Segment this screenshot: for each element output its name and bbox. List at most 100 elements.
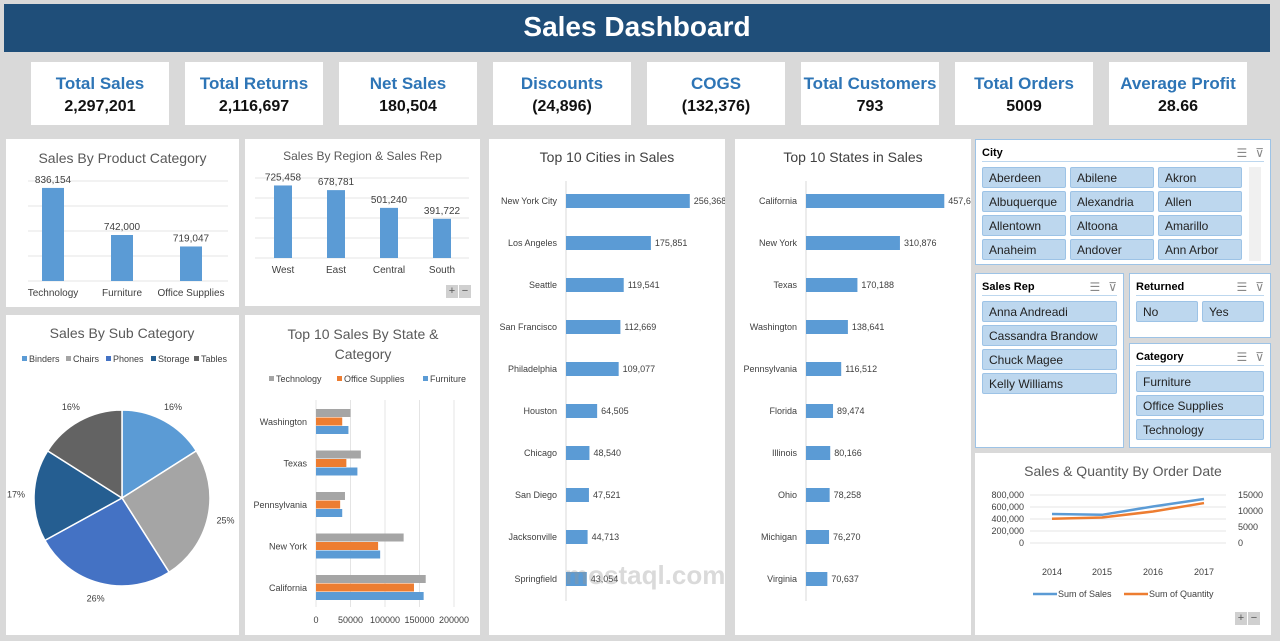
y-tick-label-right: 0	[1238, 538, 1243, 548]
collapse-button[interactable]: −	[1248, 612, 1260, 625]
slicer-item[interactable]: Amarillo	[1158, 215, 1242, 236]
x-tick-label: 50000	[338, 615, 363, 625]
slicer-item[interactable]: Ann Arbor	[1158, 239, 1242, 260]
slicer-actions: ☰ ⊽	[1228, 278, 1264, 296]
data-label: 719,047	[173, 233, 210, 244]
slicer-item[interactable]: Technology	[1136, 419, 1264, 440]
kpi-value: 2,116,697	[218, 98, 290, 115]
legend-label: Binders	[29, 354, 60, 364]
kpi-label: Total Returns	[199, 74, 309, 93]
kpi-card: Total Customers 793	[801, 62, 939, 125]
slicer-item[interactable]: Yes	[1202, 301, 1264, 322]
category-label: California	[269, 583, 307, 593]
slicer-item[interactable]: Furniture	[1136, 371, 1264, 392]
bar	[806, 320, 848, 334]
legend-swatch	[106, 356, 111, 361]
legend-swatch	[66, 356, 71, 361]
slicer-item[interactable]: Anna Andreadi	[982, 301, 1117, 322]
bar	[566, 404, 598, 418]
data-label: 501,240	[371, 195, 408, 206]
chart-top10-state-category: Top 10 Sales By State & Category Technolog…	[245, 315, 480, 635]
clear-filter-icon[interactable]: ⊽	[1255, 349, 1264, 364]
expand-button[interactable]: +	[1235, 612, 1247, 625]
chart-title: Top 10 Sales By State &	[288, 326, 440, 342]
data-label: 44,713	[592, 532, 620, 542]
bar	[566, 320, 621, 334]
category-label: Illinois	[772, 448, 798, 458]
bar	[111, 235, 133, 281]
collapse-button[interactable]: −	[459, 285, 471, 298]
slicer-item[interactable]: Kelly Williams	[982, 373, 1117, 394]
dashboard-title: Sales Dashboard	[4, 4, 1270, 52]
slicer-item[interactable]: Alexandria	[1070, 191, 1154, 212]
chart-title-line2: Category	[335, 346, 392, 362]
multi-select-icon[interactable]: ☰	[1236, 279, 1248, 294]
x-tick-label: 150000	[404, 615, 434, 625]
pie-slice	[120, 449, 211, 574]
data-label: 170,188	[861, 280, 894, 290]
chart-title: Sales By Region & Sales Rep	[283, 149, 442, 163]
clear-filter-icon[interactable]: ⊽	[1255, 279, 1264, 294]
category-label: New York	[269, 542, 308, 552]
slicer-item[interactable]: Allentown	[982, 215, 1066, 236]
bar	[566, 278, 624, 292]
category-label: Texas	[283, 459, 307, 469]
legend-label: Sum of Sales	[1058, 589, 1112, 599]
category-label: Washington	[260, 417, 307, 427]
bar	[316, 509, 343, 517]
data-label: 678,781	[318, 177, 355, 188]
slicer-item[interactable]: Abilene	[1070, 167, 1154, 188]
bar	[566, 236, 651, 250]
category-label: Los Angeles	[508, 238, 558, 248]
data-label: 16%	[62, 402, 80, 412]
legend-label: Furniture	[430, 374, 466, 384]
bar	[806, 530, 830, 544]
slicer-item[interactable]: Anaheim	[982, 239, 1066, 260]
multi-select-icon[interactable]: ☰	[1236, 349, 1248, 364]
category-label: Pennsylvania	[253, 500, 307, 510]
legend-label: Tables	[201, 354, 228, 364]
category-label: East	[326, 265, 346, 276]
slicer-item[interactable]: Allen	[1158, 191, 1242, 212]
data-label: 256,368	[694, 196, 725, 206]
scrollbar[interactable]	[1249, 167, 1261, 261]
chart-sales-quantity-by-order-date: + − Sales & Quantity By Order Date 0 200,00…	[975, 453, 1271, 635]
bar	[316, 492, 345, 500]
slicer-item[interactable]: Office Supplies	[1136, 395, 1264, 416]
slicer-item[interactable]: Akron	[1158, 167, 1242, 188]
data-label: 16%	[164, 402, 182, 412]
slicer-item[interactable]: Albuquerque	[982, 191, 1066, 212]
expand-button[interactable]: +	[446, 285, 458, 298]
kpi-label: Total Sales	[55, 74, 145, 93]
slicer-actions: ☰ ⊽	[1228, 144, 1264, 162]
kpi-value: 793	[856, 98, 884, 115]
data-label: 175,851	[655, 238, 688, 248]
category-slicer: Category ☰ ⊽ Furniture Office Supplies Techno…	[1129, 343, 1271, 448]
data-label: 742,000	[104, 222, 141, 233]
bar	[433, 218, 451, 258]
bar	[316, 592, 424, 600]
clear-filter-icon[interactable]: ⊽	[1108, 279, 1117, 294]
kpi-value: 28.66	[1157, 98, 1199, 115]
data-label: 47,521	[593, 490, 621, 500]
clear-filter-icon[interactable]: ⊽	[1255, 145, 1264, 160]
slicer-item[interactable]: Cassandra Brandow	[982, 325, 1117, 346]
slicer-item[interactable]: Andover	[1070, 239, 1154, 260]
y-tick-label-left: 200,000	[991, 526, 1024, 536]
slicer-item[interactable]: Altoona	[1070, 215, 1154, 236]
slicer-item[interactable]: Chuck Magee	[982, 349, 1117, 370]
bar	[180, 246, 202, 281]
slicer-item[interactable]: No	[1136, 301, 1198, 322]
slicer-header: Returned ☰ ⊽	[1136, 278, 1264, 296]
slicer-item[interactable]: Aberdeen	[982, 167, 1066, 188]
bar	[316, 417, 343, 426]
slicer-title: Returned	[1136, 280, 1185, 293]
legend-label: Office Supplies	[344, 374, 405, 384]
multi-select-icon[interactable]: ☰	[1089, 279, 1101, 294]
category-label: New York City	[501, 196, 558, 206]
legend-swatch	[423, 376, 428, 381]
multi-select-icon[interactable]: ☰	[1236, 145, 1248, 160]
bar	[566, 446, 590, 460]
slicer-header: Category ☰ ⊽	[1136, 348, 1264, 366]
bar	[806, 236, 900, 250]
